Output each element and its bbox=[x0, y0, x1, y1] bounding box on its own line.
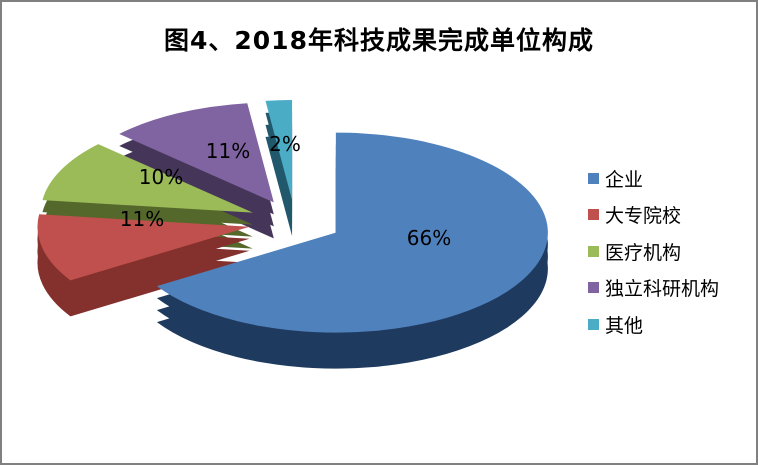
legend-swatch-colleges bbox=[588, 209, 599, 221]
legend-label: 其他 bbox=[605, 314, 644, 337]
data-label-independent-research: 11% bbox=[206, 139, 250, 163]
legend: 企业 大专院校 医疗机构 独立科研机构 其他 bbox=[588, 160, 719, 343]
data-label-colleges: 11% bbox=[120, 207, 164, 231]
pie-slice-top bbox=[265, 100, 293, 201]
legend-swatch-other bbox=[588, 318, 599, 330]
legend-swatch-independent-research bbox=[588, 282, 599, 294]
legend-swatch-enterprise bbox=[588, 172, 599, 184]
legend-item-other: 其他 bbox=[588, 306, 719, 343]
legend-label: 大专院校 bbox=[605, 205, 682, 228]
data-label-enterprise: 66% bbox=[407, 226, 451, 250]
legend-label: 医疗机构 bbox=[605, 241, 682, 264]
legend-item-colleges: 大专院校 bbox=[588, 197, 719, 234]
pie-slice-other bbox=[265, 100, 293, 237]
chart-title: 图4、2018年科技成果完成单位构成 bbox=[164, 26, 594, 55]
legend-label: 企业 bbox=[605, 168, 644, 191]
pie-slice-top bbox=[156, 132, 548, 333]
data-label-other: 2% bbox=[269, 132, 301, 156]
legend-swatch-medical bbox=[588, 245, 599, 257]
legend-label: 独立科研机构 bbox=[605, 278, 720, 301]
legend-item-medical: 医疗机构 bbox=[588, 233, 719, 270]
pie-slice-top bbox=[119, 103, 274, 203]
pie-slice-top bbox=[37, 214, 250, 281]
pie-slice-colleges bbox=[37, 214, 250, 317]
pie-slice-enterprise bbox=[156, 132, 548, 369]
legend-item-enterprise: 企业 bbox=[588, 160, 719, 197]
pie-slice-top bbox=[42, 144, 253, 213]
legend-item-independent-research: 独立科研机构 bbox=[588, 270, 719, 307]
data-label-medical: 10% bbox=[139, 165, 183, 189]
